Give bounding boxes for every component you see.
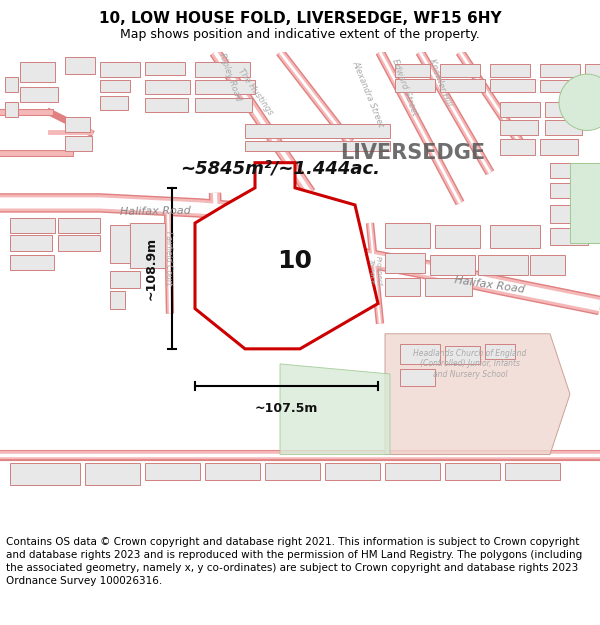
Circle shape <box>559 74 600 131</box>
Polygon shape <box>500 121 538 134</box>
Polygon shape <box>425 278 472 296</box>
Polygon shape <box>550 228 588 245</box>
Polygon shape <box>145 462 200 479</box>
Polygon shape <box>280 364 390 454</box>
Text: Alexandra Street: Alexandra Street <box>350 60 385 129</box>
Polygon shape <box>10 462 80 485</box>
Polygon shape <box>400 344 440 364</box>
Polygon shape <box>505 462 560 479</box>
Polygon shape <box>245 141 390 151</box>
Polygon shape <box>490 64 530 77</box>
Polygon shape <box>430 255 475 276</box>
Polygon shape <box>385 462 440 479</box>
Polygon shape <box>20 88 58 103</box>
Polygon shape <box>540 64 580 77</box>
Polygon shape <box>245 124 390 138</box>
Polygon shape <box>385 223 430 248</box>
Polygon shape <box>85 462 140 485</box>
Polygon shape <box>540 139 578 154</box>
Polygon shape <box>110 225 130 263</box>
Polygon shape <box>545 102 580 118</box>
Polygon shape <box>130 223 165 268</box>
Polygon shape <box>100 62 140 77</box>
Text: Ripley Road: Ripley Road <box>217 52 243 102</box>
Polygon shape <box>440 79 485 92</box>
Polygon shape <box>145 80 190 94</box>
Text: The Hustings: The Hustings <box>236 68 274 118</box>
Polygon shape <box>195 80 255 94</box>
Text: 10: 10 <box>277 249 313 273</box>
Polygon shape <box>490 79 535 92</box>
Polygon shape <box>550 182 592 198</box>
Polygon shape <box>400 369 435 386</box>
Text: ~107.5m: ~107.5m <box>255 402 318 415</box>
Polygon shape <box>195 62 250 77</box>
Polygon shape <box>145 62 185 75</box>
Polygon shape <box>445 346 480 364</box>
Polygon shape <box>100 80 130 92</box>
Polygon shape <box>385 334 570 454</box>
Polygon shape <box>100 96 128 111</box>
Polygon shape <box>445 462 500 479</box>
Text: ~5845m²/~1.444ac.: ~5845m²/~1.444ac. <box>180 160 380 177</box>
Polygon shape <box>10 235 52 251</box>
Polygon shape <box>195 162 378 349</box>
Text: Contains OS data © Crown copyright and database right 2021. This information is : Contains OS data © Crown copyright and d… <box>6 537 582 586</box>
Polygon shape <box>440 64 480 77</box>
Polygon shape <box>395 64 430 77</box>
Polygon shape <box>585 64 600 77</box>
Polygon shape <box>265 462 320 479</box>
Polygon shape <box>385 253 425 273</box>
Polygon shape <box>65 118 90 132</box>
Polygon shape <box>58 235 100 251</box>
Polygon shape <box>570 162 600 243</box>
Polygon shape <box>5 102 18 118</box>
Polygon shape <box>550 205 590 223</box>
Text: Edward Street: Edward Street <box>391 58 419 117</box>
Text: Map shows position and indicative extent of the property.: Map shows position and indicative extent… <box>120 28 480 41</box>
Polygon shape <box>550 162 590 177</box>
Polygon shape <box>485 344 515 359</box>
Polygon shape <box>500 139 535 154</box>
Text: Prospect
Terrace: Prospect Terrace <box>368 256 382 287</box>
Polygon shape <box>65 57 95 74</box>
Polygon shape <box>145 98 188 112</box>
Text: ~108.9m: ~108.9m <box>145 237 158 300</box>
Polygon shape <box>110 271 140 289</box>
Polygon shape <box>540 80 582 92</box>
Text: Halifax Road: Halifax Road <box>454 276 526 296</box>
Polygon shape <box>395 79 435 92</box>
Polygon shape <box>58 218 100 233</box>
Text: Knowler Hill: Knowler Hill <box>427 58 453 107</box>
Text: Fairfield Court: Fairfield Court <box>163 231 173 286</box>
Polygon shape <box>478 255 528 276</box>
Polygon shape <box>10 255 54 271</box>
Polygon shape <box>545 121 582 134</box>
Polygon shape <box>195 98 252 112</box>
Polygon shape <box>435 225 480 248</box>
Polygon shape <box>65 136 92 151</box>
Polygon shape <box>325 462 380 479</box>
Text: Halifax Road: Halifax Road <box>119 206 191 217</box>
Polygon shape <box>385 278 420 296</box>
Text: Headlands Church of England
(Controlled) Junior, Infants
and Nursery School: Headlands Church of England (Controlled)… <box>413 349 527 379</box>
Polygon shape <box>530 255 565 276</box>
Text: LIVERSEDGE: LIVERSEDGE <box>340 142 485 162</box>
Polygon shape <box>500 102 540 118</box>
Polygon shape <box>5 77 18 92</box>
Polygon shape <box>20 62 55 82</box>
Polygon shape <box>205 462 260 479</box>
Polygon shape <box>110 291 125 309</box>
Text: 10, LOW HOUSE FOLD, LIVERSEDGE, WF15 6HY: 10, LOW HOUSE FOLD, LIVERSEDGE, WF15 6HY <box>98 11 502 26</box>
Polygon shape <box>10 218 55 233</box>
Polygon shape <box>490 225 540 248</box>
